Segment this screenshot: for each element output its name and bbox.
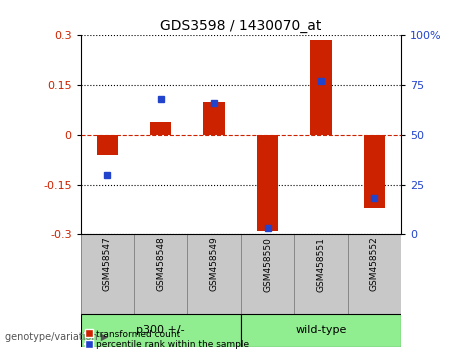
Bar (241, 314, 401, 347)
Text: GSM458550: GSM458550 (263, 236, 272, 291)
Text: genotype/variation ▶: genotype/variation ▶ (5, 332, 108, 342)
Text: p300 +/-: p300 +/- (136, 325, 185, 335)
Bar (257, 135, 278, 231)
Bar (134, 234, 188, 314)
Text: GSM458548: GSM458548 (156, 236, 165, 291)
Bar (81, 234, 134, 314)
Bar (294, 234, 348, 314)
Bar (150, 121, 171, 135)
Bar (310, 40, 331, 135)
Text: GSM458547: GSM458547 (103, 236, 112, 291)
Bar (203, 102, 225, 135)
Bar (81, 314, 241, 347)
Bar (97, 135, 118, 155)
Legend: transformed count, percentile rank within the sample: transformed count, percentile rank withi… (85, 330, 249, 349)
Bar (241, 234, 294, 314)
Bar (364, 135, 385, 208)
Text: GSM458551: GSM458551 (316, 236, 325, 291)
Title: GDS3598 / 1430070_at: GDS3598 / 1430070_at (160, 19, 322, 33)
Bar (348, 234, 401, 314)
Text: wild-type: wild-type (296, 325, 347, 335)
Text: GSM458549: GSM458549 (210, 236, 219, 291)
Text: GSM458552: GSM458552 (370, 236, 379, 291)
Bar (188, 234, 241, 314)
